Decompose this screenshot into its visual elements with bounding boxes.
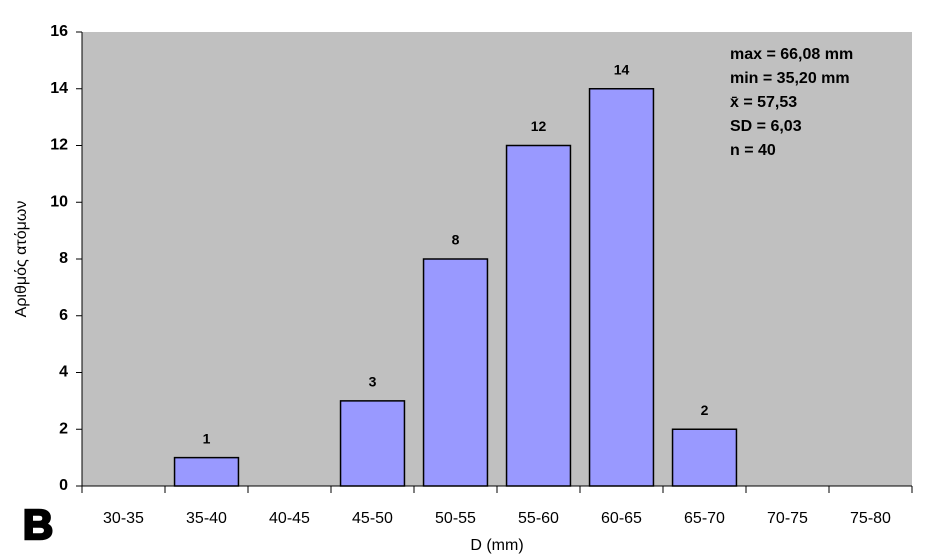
annotation: SD = 6,03 <box>730 118 802 135</box>
data-label: 14 <box>614 61 630 77</box>
y-tick-label: 2 <box>59 420 68 437</box>
data-label: 2 <box>701 402 709 418</box>
bar <box>588 88 655 487</box>
x-tick-label: 45-50 <box>352 510 393 527</box>
x-axis-label: D (mm) <box>470 537 523 554</box>
y-tick-label: 14 <box>50 80 68 97</box>
y-tick-label: 8 <box>59 250 68 267</box>
x-tick-label: 55-60 <box>518 510 559 527</box>
y-tick-label: 12 <box>50 137 68 154</box>
bar <box>505 144 572 487</box>
panel-label: B <box>23 501 53 548</box>
x-tick-label: 30-35 <box>103 510 144 527</box>
x-tick-label: 75-80 <box>850 510 891 527</box>
y-tick-label: 0 <box>59 477 68 494</box>
data-label: 3 <box>369 374 377 390</box>
x-tick-label: 60-65 <box>601 510 642 527</box>
plot-area <box>82 32 912 486</box>
annotation: x̄ = 57,53 <box>730 94 797 111</box>
bar <box>173 456 240 487</box>
x-tick-label: 40-45 <box>269 510 310 527</box>
data-label: 1 <box>203 430 211 446</box>
bar <box>671 428 738 487</box>
bar <box>422 258 489 487</box>
annotation: min = 35,20 mm <box>730 70 850 87</box>
annotation: n = 40 <box>730 142 776 159</box>
x-tick-label: 65-70 <box>684 510 725 527</box>
y-tick-label: 6 <box>59 307 68 324</box>
x-tick-label: 70-75 <box>767 510 808 527</box>
data-label: 12 <box>531 118 547 134</box>
x-tick-label: 35-40 <box>186 510 227 527</box>
bar <box>339 400 406 487</box>
y-tick-label: 10 <box>50 193 68 210</box>
y-tick-label: 4 <box>59 364 68 381</box>
x-tick-label: 50-55 <box>435 510 476 527</box>
data-label: 8 <box>452 232 460 248</box>
y-axis-label: Αριθμός ατόμων <box>13 201 30 318</box>
y-tick-label: 16 <box>50 23 68 40</box>
annotation: max = 66,08 mm <box>730 46 853 63</box>
